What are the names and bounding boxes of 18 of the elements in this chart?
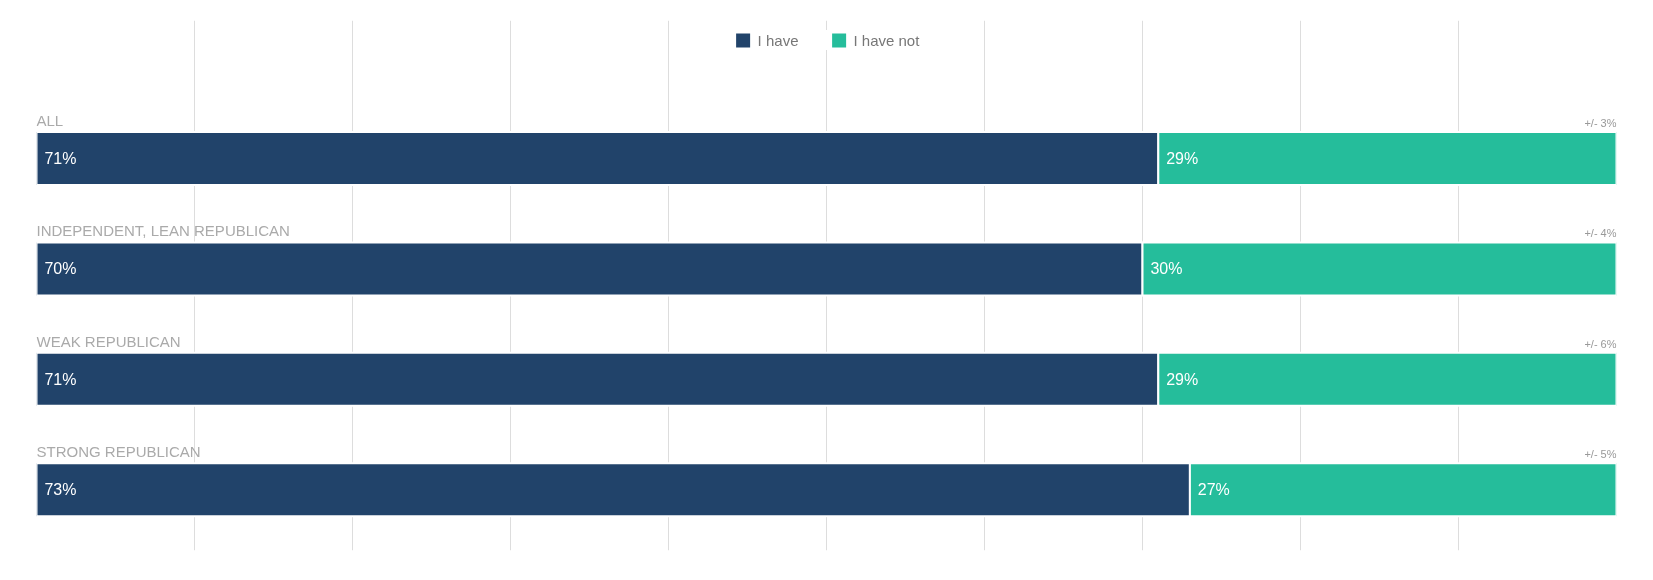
y-tick-label: INDEPENDENT, LEAN REPUBLICAN <box>36 222 290 240</box>
annotation: +/- 3% <box>1584 116 1617 129</box>
y-tick-label: ALL <box>36 111 64 129</box>
annotation: +/- 6% <box>1584 337 1617 350</box>
data-label: 29% <box>1166 370 1199 388</box>
legend-label: I have <box>757 31 799 49</box>
data-label: 29% <box>1166 150 1199 168</box>
data-label: 27% <box>1197 481 1230 499</box>
data-label: 73% <box>44 481 77 499</box>
legend-label: I have not <box>853 31 920 49</box>
data-label: 30% <box>1150 260 1183 278</box>
annotation: +/- 5% <box>1584 447 1617 460</box>
data-label: 71% <box>44 370 77 388</box>
y-tick-label: WEAK REPUBLICAN <box>36 332 181 350</box>
y-tick-label: STRONG REPUBLICAN <box>36 442 201 460</box>
data-label: 70% <box>44 260 77 278</box>
data-label: 71% <box>44 150 77 168</box>
annotation: +/- 4% <box>1584 227 1617 240</box>
